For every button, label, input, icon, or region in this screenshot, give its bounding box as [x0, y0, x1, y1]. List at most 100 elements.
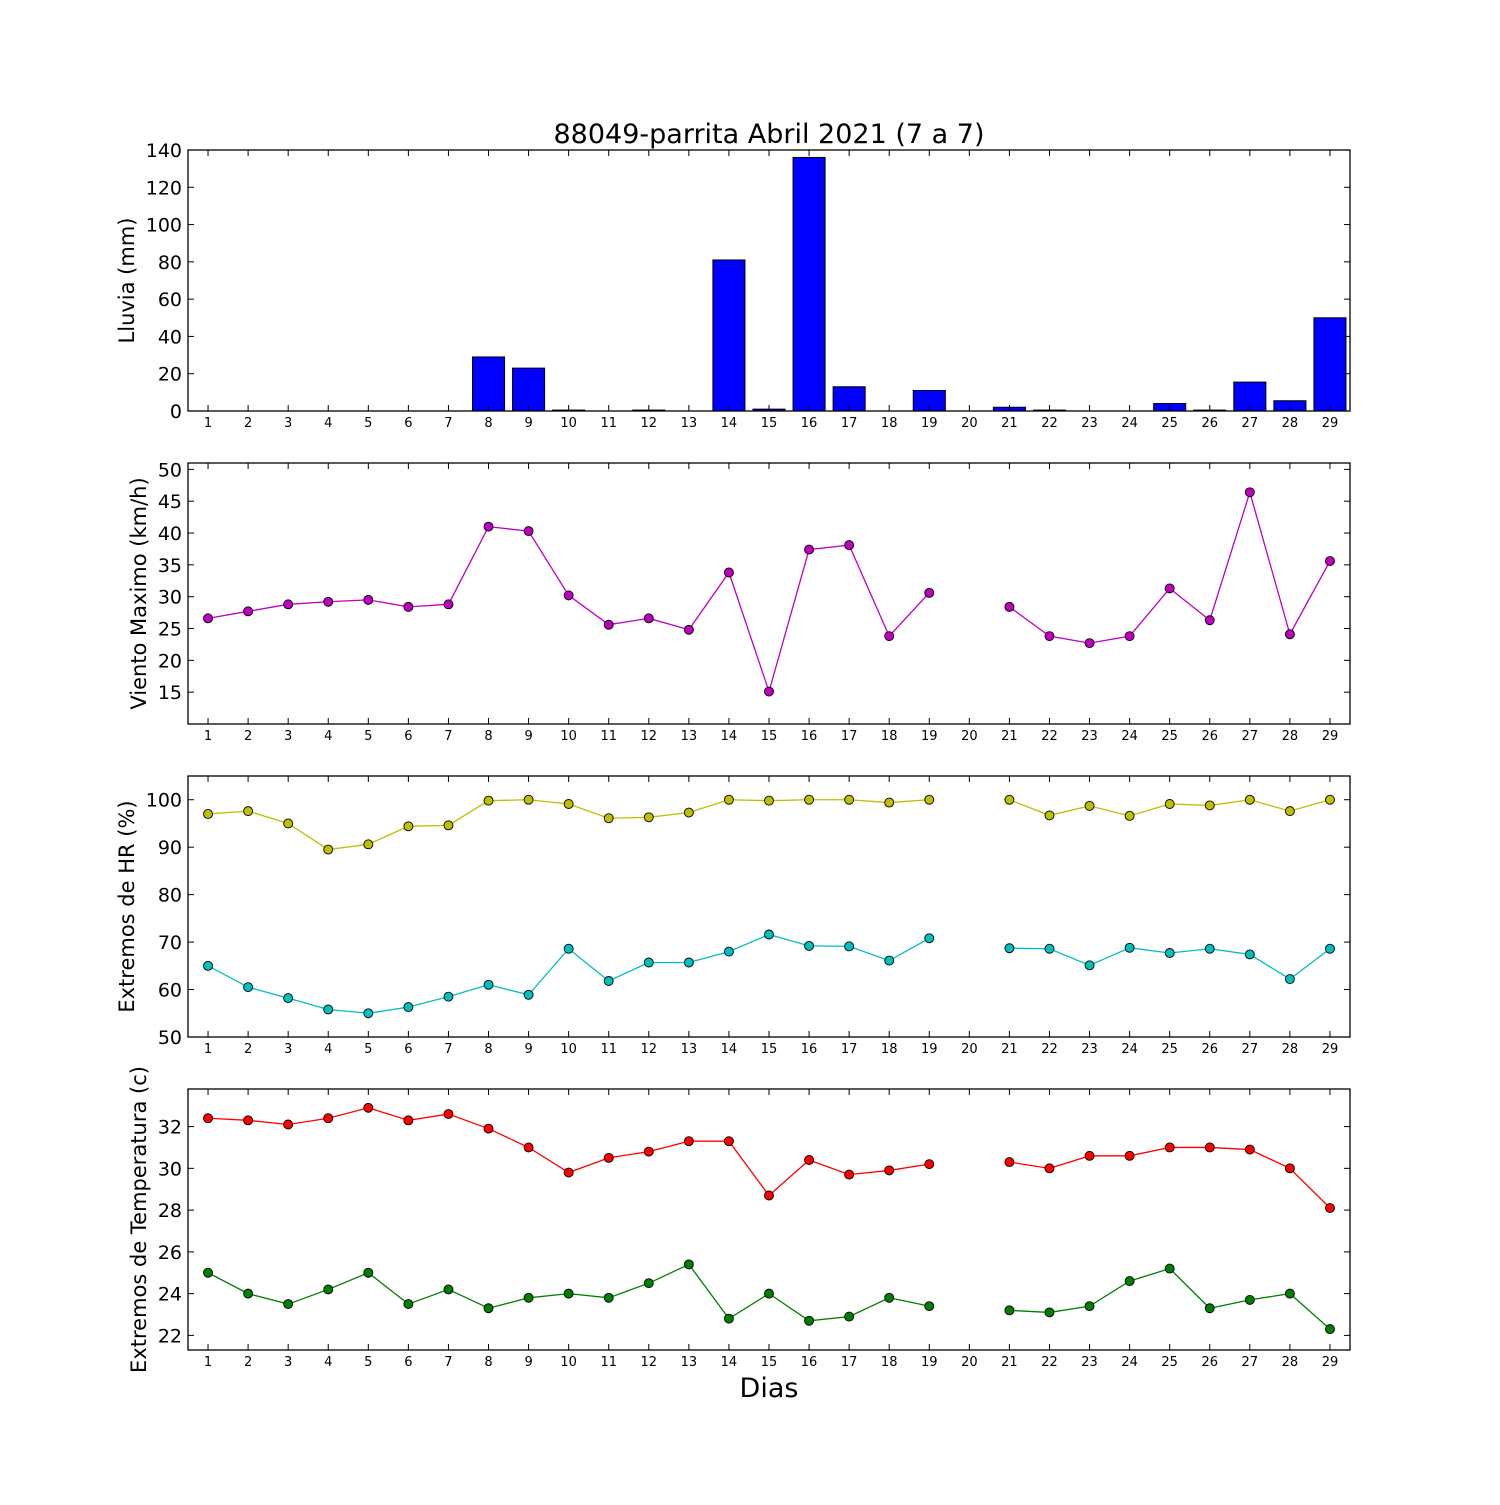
point-temp-0-23 [1084, 1150, 1095, 1161]
x-tick-label-hr-9: 9 [524, 1042, 532, 1057]
y-tick-label-hr-100: 100 [146, 790, 182, 812]
x-tick-label-hr-21: 21 [1001, 1042, 1018, 1057]
x-tick-label-temp-1: 1 [204, 1355, 212, 1370]
x-tick-label-temp-18: 18 [881, 1355, 898, 1370]
point-hr-1-13 [683, 957, 694, 968]
x-tick-label-lluvia-18: 18 [881, 416, 898, 431]
x-tick-label-viento-7: 7 [444, 729, 452, 744]
x-tick-label-temp-3: 3 [284, 1355, 292, 1370]
point-temp-0-28 [1284, 1163, 1295, 1174]
point-hr-0-7 [443, 820, 454, 831]
point-temp-0-16 [804, 1155, 815, 1165]
x-tick-label-hr-27: 27 [1242, 1042, 1259, 1057]
point-viento-0-8 [483, 521, 494, 532]
point-viento-0-4 [323, 596, 334, 607]
x-tick-label-viento-3: 3 [284, 729, 292, 744]
x-tick-label-hr-6: 6 [404, 1042, 412, 1057]
point-hr-1-15 [764, 929, 774, 940]
x-tick-label-lluvia-27: 27 [1242, 416, 1259, 431]
x-tick-label-lluvia-22: 22 [1041, 416, 1058, 431]
point-viento-0-28 [1284, 629, 1295, 640]
x-tick-label-lluvia-29: 29 [1322, 416, 1339, 431]
point-viento-0-18 [884, 631, 895, 642]
x-tick-label-hr-10: 10 [560, 1042, 577, 1057]
y-axis-label-viento: Viento Maximo (km/h) [127, 477, 151, 709]
x-tick-label-temp-23: 23 [1081, 1355, 1098, 1370]
x-tick-label-temp-10: 10 [560, 1355, 577, 1370]
x-tick-label-hr-16: 16 [801, 1042, 818, 1057]
y-tick-label-hr-90: 90 [158, 837, 182, 859]
point-temp-1-24 [1124, 1276, 1135, 1287]
point-temp-0-24 [1124, 1150, 1135, 1161]
point-hr-1-6 [403, 1002, 414, 1013]
point-hr-1-7 [443, 991, 454, 1002]
y-tick-label-temp-28: 28 [158, 1200, 182, 1222]
point-hr-1-9 [523, 989, 534, 1000]
point-hr-1-11 [603, 976, 614, 986]
point-temp-1-17 [844, 1311, 855, 1322]
y-tick-label-viento-25: 25 [158, 619, 182, 641]
point-hr-0-25 [1164, 799, 1175, 809]
x-tick-label-viento-17: 17 [841, 729, 858, 744]
point-temp-0-26 [1204, 1142, 1215, 1153]
x-tick-label-viento-29: 29 [1322, 729, 1339, 744]
y-tick-label-viento-35: 35 [158, 555, 182, 577]
point-hr-1-21 [1004, 943, 1015, 954]
bar-lluvia-29 [1313, 317, 1347, 412]
x-tick-label-lluvia-8: 8 [484, 416, 492, 431]
x-tick-label-hr-23: 23 [1081, 1042, 1098, 1057]
x-tick-label-lluvia-12: 12 [641, 416, 658, 431]
point-temp-1-19 [924, 1301, 935, 1312]
point-hr-1-12 [643, 957, 654, 968]
x-tick-label-hr-11: 11 [600, 1042, 617, 1057]
y-tick-label-viento-15: 15 [158, 682, 182, 704]
series-line-viento-0-0 [207, 525, 930, 694]
point-temp-1-2 [243, 1288, 254, 1299]
x-tick-label-temp-8: 8 [484, 1355, 492, 1370]
x-tick-label-hr-2: 2 [244, 1042, 252, 1057]
point-hr-1-1 [203, 960, 213, 971]
y-tick-label-viento-30: 30 [158, 587, 182, 609]
y-tick-label-lluvia-140: 140 [146, 140, 182, 162]
point-temp-1-12 [643, 1278, 654, 1289]
x-tick-label-hr-26: 26 [1201, 1042, 1218, 1057]
x-tick-label-hr-18: 18 [881, 1042, 898, 1057]
y-tick-label-temp-22: 22 [158, 1325, 182, 1347]
x-tick-label-lluvia-20: 20 [961, 416, 978, 431]
point-hr-1-29 [1325, 943, 1335, 954]
point-temp-0-13 [683, 1136, 694, 1147]
point-viento-0-14 [723, 567, 734, 578]
x-tick-label-viento-12: 12 [641, 729, 658, 744]
point-hr-1-27 [1244, 949, 1255, 960]
x-tick-label-viento-6: 6 [404, 729, 412, 744]
x-tick-label-lluvia-14: 14 [721, 416, 738, 431]
point-viento-0-15 [764, 686, 774, 697]
point-hr-1-14 [723, 946, 734, 957]
y-axis-label-lluvia: Lluvia (mm) [115, 218, 139, 344]
point-temp-0-21 [1004, 1157, 1015, 1168]
point-temp-1-25 [1164, 1263, 1175, 1274]
x-tick-label-hr-28: 28 [1282, 1042, 1299, 1057]
x-tick-label-temp-6: 6 [404, 1355, 412, 1370]
y-tick-label-lluvia-80: 80 [158, 252, 182, 274]
point-temp-0-10 [563, 1167, 574, 1178]
x-tick-label-temp-16: 16 [801, 1355, 818, 1370]
point-viento-0-9 [523, 526, 534, 537]
x-tick-label-temp-25: 25 [1161, 1355, 1178, 1370]
x-tick-label-lluvia-11: 11 [600, 416, 617, 431]
x-tick-label-lluvia-4: 4 [324, 416, 332, 431]
x-tick-label-temp-22: 22 [1041, 1355, 1058, 1370]
x-tick-label-hr-20: 20 [961, 1042, 978, 1057]
point-temp-0-18 [884, 1165, 895, 1176]
point-hr-1-22 [1044, 943, 1055, 954]
x-tick-label-viento-16: 16 [801, 729, 818, 744]
point-viento-0-12 [643, 613, 654, 624]
x-tick-label-lluvia-24: 24 [1121, 416, 1138, 431]
point-hr-1-8 [483, 979, 494, 990]
point-hr-1-28 [1284, 974, 1295, 985]
point-temp-1-11 [603, 1292, 614, 1303]
x-tick-label-temp-2: 2 [244, 1355, 252, 1370]
bar-lluvia-9 [512, 367, 546, 412]
point-hr-0-26 [1204, 800, 1215, 811]
